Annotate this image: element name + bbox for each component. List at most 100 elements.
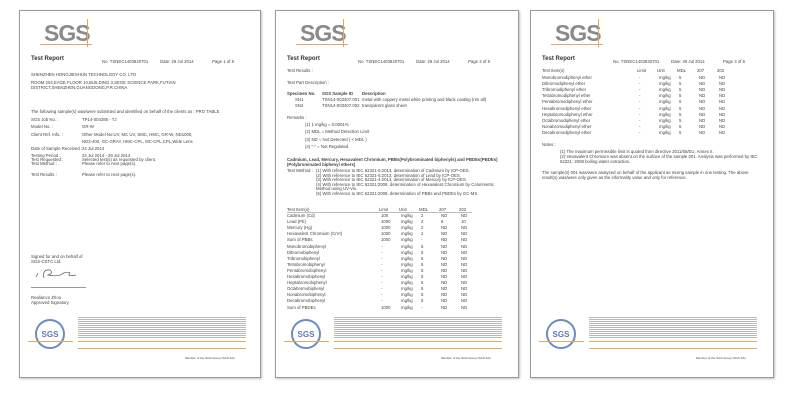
table-cell: ND <box>441 243 448 249</box>
table-cell: ND <box>461 267 468 273</box>
table-cell: 5 <box>421 298 424 304</box>
seal-text: SGS <box>41 329 59 339</box>
footer-rule <box>78 348 246 349</box>
table-header: Limit <box>637 68 647 73</box>
report-number: No. TSNEC1403940701 <box>358 59 405 64</box>
table-cell: mg/kg <box>401 280 413 286</box>
table-cell: 5 <box>421 286 424 292</box>
table-cell: 5 <box>679 93 682 99</box>
table-cell: mg/kg <box>659 105 671 111</box>
table-cell: 2 <box>421 225 424 231</box>
report-date: Date: 29 Jul 2014 <box>160 59 194 64</box>
report-title: Test Report <box>287 56 320 62</box>
sgs-seal-icon: SGS <box>546 319 576 349</box>
table-header: MDL <box>419 207 429 212</box>
logo-text: SGS <box>300 20 347 46</box>
table-cell: Nonabromobiphenyl <box>287 292 326 298</box>
table-header: Test Item(s) <box>542 68 565 73</box>
logo-rule <box>40 44 92 45</box>
table-cell: Dibromodiphenyl ether <box>542 81 586 87</box>
table-cell: - <box>381 298 383 304</box>
table-cell: Tribromodiphenyl ether <box>542 87 587 93</box>
spec-cell: TSN14-003407.002 <box>322 103 360 108</box>
spec-header: Specimen No. <box>287 91 316 96</box>
table-cell: ND <box>441 249 448 255</box>
member-note: Member of the SGS Group (SGS SA) <box>696 356 746 360</box>
method-line: (5) With reference to IEC 62321:2008, de… <box>316 190 479 196</box>
table-cell: ND <box>441 280 448 286</box>
table-cell: - <box>381 292 383 298</box>
table-cell: ND <box>441 237 448 243</box>
legal-fine-print <box>589 317 757 339</box>
section-title: Cadmium, Lead, Mercury, Hexavalent Chrom… <box>287 157 498 162</box>
signature-line <box>31 287 86 288</box>
report-number: No. TSNEC1403940701 <box>102 59 149 64</box>
table-cell: 1000 <box>381 304 391 310</box>
table-cell: 5 <box>421 267 424 273</box>
table-cell: ND <box>719 81 726 87</box>
page-number: Page 3 of 5 <box>723 59 745 64</box>
table-cell: Mercury (Hg) <box>287 225 313 231</box>
field-value: TP14-004285 - TJ <box>82 117 117 122</box>
table-cell: 1000 <box>381 231 391 237</box>
table-cell: ND <box>461 261 468 267</box>
table-header: Unit <box>657 68 665 73</box>
intro-text: The following sample(s) was/were submitt… <box>31 109 220 114</box>
table-cell: mg/kg <box>401 219 413 225</box>
table-cell: Heptabromobiphenyl <box>287 280 327 286</box>
legal-fine-print <box>334 317 502 339</box>
table-cell: ND <box>719 75 726 80</box>
signed-text: Signed for and on behalf of <box>31 254 83 259</box>
address-line: ROOM 204,EAGE FLOOR 10,BUILDING 3,SEGE S… <box>31 80 176 85</box>
table-cell: ND <box>699 111 706 117</box>
table-cell: ND <box>719 87 726 93</box>
table-cell: - <box>639 87 641 93</box>
table-cell: 5 <box>421 249 424 255</box>
table-cell: ND <box>441 274 448 279</box>
table-cell: - <box>381 243 383 249</box>
table-cell: 1000 <box>381 225 391 231</box>
table-cell: mg/kg <box>659 117 671 123</box>
remark: (2) MDL = Method Detection Limit <box>305 129 370 135</box>
table-cell: ND <box>719 129 726 135</box>
table-cell: mg/kg <box>659 111 671 117</box>
table-cell: ND <box>461 255 468 261</box>
logo-rule <box>296 44 348 45</box>
table-cell: ND <box>461 280 468 286</box>
notes-label: Notes : <box>542 142 556 147</box>
table-cell: ND <box>719 93 726 99</box>
table-cell: - <box>381 249 383 255</box>
table-cell: mg/kg <box>401 213 413 218</box>
table-cell: ND <box>441 292 448 298</box>
table-header: MDL <box>677 68 687 73</box>
logo-text: SGS <box>555 20 602 46</box>
field-value: 24 Jul 2014 <box>82 146 105 151</box>
table-cell: 2 <box>421 213 424 218</box>
table-cell: Nonabromodiphenyl ether <box>542 123 592 129</box>
table-cell: ND <box>699 117 706 123</box>
table-cell: 5 <box>679 99 682 105</box>
table-cell: Hexavalent Chromium (CrVI) <box>287 231 343 237</box>
table-cell: ND <box>719 99 726 105</box>
table-cell: mg/kg <box>659 75 671 80</box>
report-title: Test Report <box>31 56 64 62</box>
spec-cell: SN2 <box>295 103 304 108</box>
field-label: Test Results : <box>31 172 57 177</box>
footer-rule <box>284 341 329 342</box>
table-cell: Sum of PBBs <box>287 237 313 243</box>
table-cell: Monobromodiphenyl ether <box>542 75 592 80</box>
table-cell: Heptabromodiphenyl ether <box>542 111 593 117</box>
table-cell: Monobromobiphenyl <box>287 243 326 249</box>
logo-text: SGS <box>44 20 91 46</box>
section-title: (Polybrominated biphenyl ethers) <box>287 162 356 167</box>
table-cell: ND <box>441 225 448 231</box>
table-header: Test Item(s) <box>287 207 310 212</box>
field-value: Other Model No:UV, MC UV, SMC, HMC, GR-W… <box>82 132 193 137</box>
table-cell: Pentabromodiphenyl ether <box>542 99 593 105</box>
table-header: Unit <box>399 207 407 212</box>
table-cell: - <box>421 304 423 310</box>
sgs-logo: SGS <box>296 19 348 47</box>
table-cell: 5 <box>679 111 682 117</box>
table-cell: mg/kg <box>659 81 671 87</box>
table-cell: mg/kg <box>401 274 413 279</box>
